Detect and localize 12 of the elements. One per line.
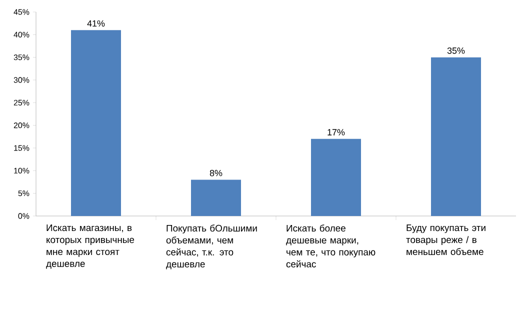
x-tick-label: Буду покупать эти товары реже / в меньшем объеме xyxy=(406,224,486,256)
x-tick-label: Покупать бОльшими объемами, чем сейчас, т.к. это дешевле xyxy=(166,224,257,270)
bar xyxy=(311,138,362,216)
bar xyxy=(71,30,121,216)
data-label: 17% xyxy=(328,129,345,136)
data-label: 41% xyxy=(87,20,105,27)
x-tick-label: Искать более дешевые марки, чем те, что покупаю сейчас xyxy=(286,224,376,268)
data-label: 8% xyxy=(210,170,222,176)
bar xyxy=(431,57,482,216)
bar xyxy=(191,180,242,216)
data-label: 35% xyxy=(447,47,465,54)
x-tick-label: Искать магазины, в которых привычные мне марки стоят дешевле xyxy=(46,224,134,269)
